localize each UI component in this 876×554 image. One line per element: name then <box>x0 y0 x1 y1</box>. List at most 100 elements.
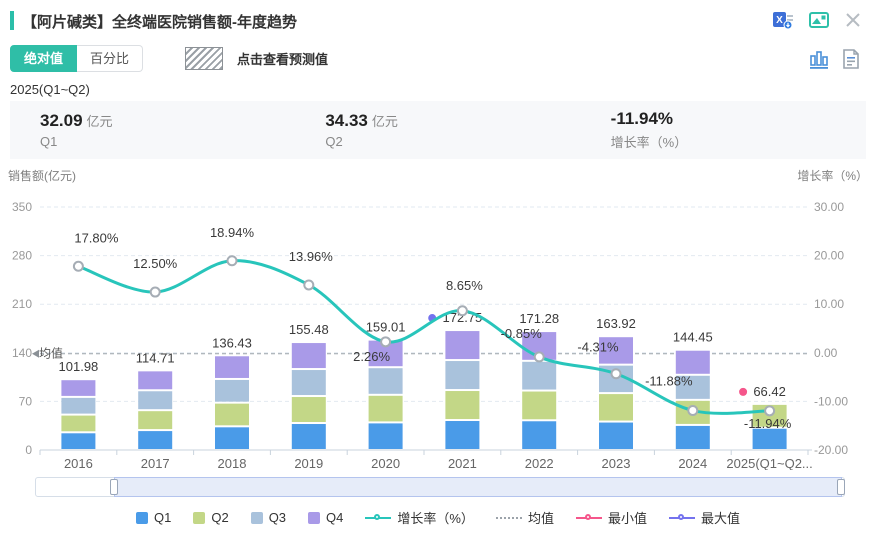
svg-text:210: 210 <box>12 297 32 311</box>
bar-segment[interactable] <box>599 394 633 421</box>
stat-growth-value: -11.94% <box>610 109 674 128</box>
legend-item[interactable]: Q4 <box>308 510 343 525</box>
bar-segment[interactable] <box>291 397 326 423</box>
growth-value-label: 17.80% <box>74 230 119 245</box>
bar-segment[interactable] <box>291 370 326 396</box>
stat-q1-label: Q1 <box>40 134 58 149</box>
forecast-hatch-swatch[interactable] <box>185 47 224 70</box>
bar-segment[interactable] <box>215 427 249 449</box>
growth-line-marker[interactable] <box>149 286 161 298</box>
bar-value-label: 114.71 <box>136 350 175 365</box>
bar-segment[interactable] <box>752 428 787 449</box>
bar-segment[interactable] <box>445 361 480 390</box>
bar-segment[interactable] <box>61 397 96 414</box>
x-axis-label: 2017 <box>141 456 170 470</box>
bar-value-label: 144.45 <box>673 330 713 345</box>
svg-text:X: X <box>776 15 783 26</box>
bar-segment[interactable] <box>599 337 633 364</box>
legend-item[interactable]: 均值 <box>495 508 554 527</box>
legend-label: 最大值 <box>700 511 740 526</box>
bar-segment[interactable] <box>215 403 249 426</box>
bar-segment[interactable] <box>445 421 480 449</box>
bar-segment[interactable] <box>138 391 173 410</box>
growth-value-label: -0.85% <box>501 326 543 341</box>
svg-text:0: 0 <box>25 443 32 457</box>
svg-text:140: 140 <box>12 346 32 360</box>
bar-segment[interactable] <box>61 415 96 432</box>
legend-item[interactable]: 最小值 <box>575 508 647 527</box>
legend-label: 最小值 <box>607 511 647 526</box>
excel-export-icon[interactable]: X <box>772 10 794 30</box>
growth-line-marker[interactable] <box>687 405 699 417</box>
data-zoom-right-handle[interactable] <box>837 479 845 495</box>
report-view-icon[interactable] <box>842 49 860 69</box>
page-title: 【阿片碱类】全终端医院销售额-年度趋势 <box>22 14 297 31</box>
forecast-hint-label[interactable]: 点击查看预测值 <box>237 52 329 67</box>
bar-segment[interactable] <box>368 395 403 422</box>
legend-item[interactable]: Q1 <box>136 510 171 525</box>
data-zoom-left-handle[interactable] <box>110 479 118 495</box>
image-export-icon[interactable] <box>809 11 829 29</box>
svg-text:70: 70 <box>19 394 33 408</box>
summary-stats: 32.09 亿元 Q1 34.33 亿元 Q2 -11.94% 增长率（%） <box>10 101 866 159</box>
legend-label: Q2 <box>211 510 229 525</box>
bar-segment[interactable] <box>445 331 480 360</box>
stat-growth-label: 增长率（%） <box>610 135 688 150</box>
bar-segment[interactable] <box>215 379 249 402</box>
bar-segment[interactable] <box>61 433 96 449</box>
growth-line-marker[interactable] <box>533 351 545 363</box>
legend-item[interactable]: Q3 <box>250 510 286 525</box>
legend-item[interactable]: Q2 <box>193 510 229 525</box>
bar-value-label: 163.92 <box>596 316 636 331</box>
growth-value-label: 13.96% <box>289 249 334 264</box>
bar-segment[interactable] <box>291 343 326 369</box>
bar-segment[interactable] <box>138 411 173 430</box>
bar-segment[interactable] <box>138 371 173 390</box>
data-zoom-slider[interactable] <box>35 477 845 497</box>
bar-segment[interactable] <box>368 368 403 394</box>
legend-swatch <box>193 511 206 524</box>
bar-segment[interactable] <box>445 391 480 420</box>
bar-chart-view-icon[interactable] <box>809 49 829 69</box>
bar-segment[interactable] <box>675 375 710 399</box>
bar-segment[interactable] <box>599 422 633 449</box>
bar-segment[interactable] <box>522 421 557 449</box>
bar-segment[interactable] <box>291 424 326 449</box>
bar-segment[interactable] <box>215 356 249 378</box>
legend-label: 均值 <box>527 511 554 526</box>
growth-line-marker[interactable] <box>226 255 238 267</box>
growth-value-label: 18.94% <box>210 225 255 240</box>
bar-value-label: 101.98 <box>59 359 99 374</box>
growth-line-marker[interactable] <box>380 336 392 348</box>
stat-q2-unit: 亿元 <box>371 114 398 129</box>
legend-item[interactable]: 最大值 <box>668 508 740 527</box>
close-icon[interactable] <box>844 11 862 29</box>
min-value-dot <box>739 387 748 396</box>
data-zoom-selected-range[interactable] <box>114 477 842 497</box>
growth-line-marker[interactable] <box>610 368 622 380</box>
absolute-value-toggle[interactable]: 绝对值 <box>10 45 78 72</box>
bar-segment[interactable] <box>522 391 557 420</box>
growth-line-marker[interactable] <box>456 305 468 317</box>
svg-text:20.00: 20.00 <box>814 249 844 263</box>
bar-value-label: 159.01 <box>366 320 406 335</box>
bar-segment[interactable] <box>522 361 557 390</box>
growth-line-marker[interactable] <box>72 260 84 272</box>
bar-segment[interactable] <box>138 431 173 449</box>
growth-line-marker[interactable] <box>303 279 315 291</box>
stat-q1-value: 32.09 <box>40 111 83 130</box>
growth-value-label: 2.26% <box>353 349 390 364</box>
bar-segment[interactable] <box>61 380 96 396</box>
bar-segment[interactable] <box>368 423 403 449</box>
period-label: 2025(Q1~Q2) <box>10 82 90 97</box>
growth-line-marker[interactable] <box>764 405 776 417</box>
bar-value-label: 171.28 <box>519 311 559 326</box>
x-axis-label: 2021 <box>448 456 477 470</box>
svg-text:350: 350 <box>12 200 32 214</box>
svg-text:-20.00: -20.00 <box>814 443 848 457</box>
bar-segment[interactable] <box>675 350 710 374</box>
percentage-toggle[interactable]: 百分比 <box>77 45 144 72</box>
bar-segment[interactable] <box>675 425 710 449</box>
legend-item[interactable]: 增长率（%） <box>365 508 474 527</box>
stat-q2-value: 34.33 <box>325 111 368 130</box>
